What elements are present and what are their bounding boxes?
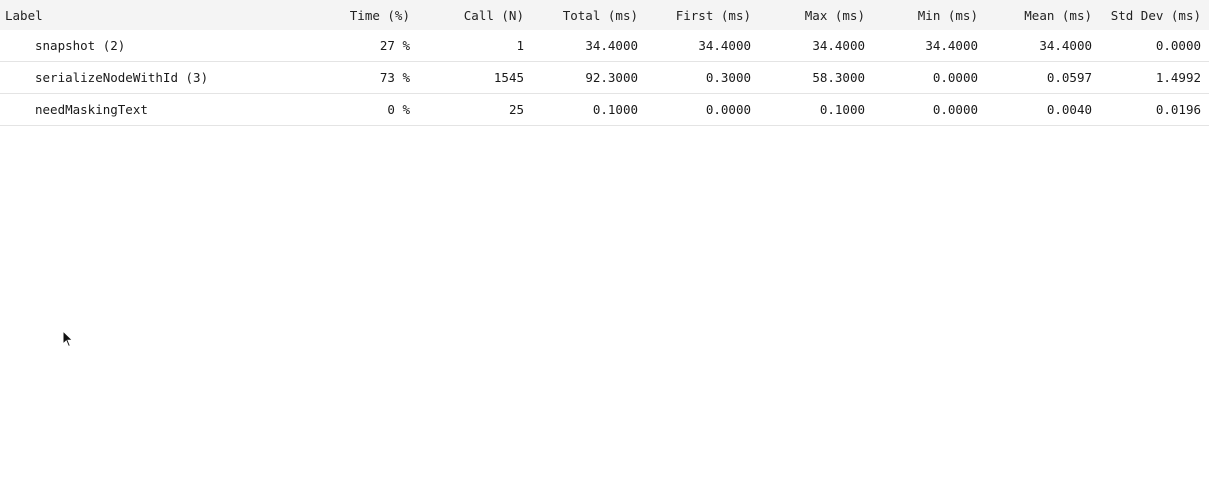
column-header-time[interactable]: Time (%) <box>349 7 410 23</box>
row-min: 0.0000 <box>932 102 978 117</box>
row-label: needMaskingText <box>35 102 148 117</box>
row-mean: 0.0597 <box>1046 70 1092 85</box>
table-header-row: Label Time (%) Call (N) Total (ms) First… <box>0 0 1209 30</box>
row-first: 0.0000 <box>705 102 751 117</box>
table-row[interactable]: needMaskingText 0 % 25 0.1000 0.0000 0.1… <box>0 94 1209 126</box>
row-max: 0.1000 <box>819 102 865 117</box>
column-header-call[interactable]: Call (N) <box>463 7 524 23</box>
row-max: 34.4000 <box>812 38 865 53</box>
column-header-first[interactable]: First (ms) <box>675 7 751 23</box>
row-call: 1 <box>516 38 524 53</box>
row-min: 34.4000 <box>925 38 978 53</box>
row-first: 34.4000 <box>698 38 751 53</box>
row-time: 73 % <box>379 70 410 85</box>
row-std-dev: 1.4992 <box>1155 70 1201 85</box>
mouse-pointer-icon <box>62 330 74 348</box>
row-call: 25 <box>508 102 524 117</box>
column-header-max[interactable]: Max (ms) <box>804 7 865 23</box>
row-max: 58.3000 <box>812 70 865 85</box>
column-header-total[interactable]: Total (ms) <box>562 7 638 23</box>
row-total: 92.3000 <box>585 70 638 85</box>
table-row[interactable]: serializeNodeWithId (3) 73 % 1545 92.300… <box>0 62 1209 94</box>
row-mean: 0.0040 <box>1046 102 1092 117</box>
profile-table: Label Time (%) Call (N) Total (ms) First… <box>0 0 1209 126</box>
row-total: 0.1000 <box>592 102 638 117</box>
row-time: 27 % <box>379 38 410 53</box>
row-call: 1545 <box>493 70 524 85</box>
table-row[interactable]: snapshot (2) 27 % 1 34.4000 34.4000 34.4… <box>0 30 1209 62</box>
column-header-min[interactable]: Min (ms) <box>917 7 978 23</box>
column-header-std-dev[interactable]: Std Dev (ms) <box>1110 7 1201 23</box>
row-std-dev: 0.0000 <box>1155 38 1201 53</box>
row-time: 0 % <box>387 102 410 117</box>
row-total: 34.4000 <box>585 38 638 53</box>
column-header-label[interactable]: Label <box>5 7 43 23</box>
row-label: serializeNodeWithId (3) <box>35 70 209 85</box>
row-mean: 34.4000 <box>1039 38 1092 53</box>
row-label: snapshot (2) <box>35 38 126 53</box>
column-header-mean[interactable]: Mean (ms) <box>1024 7 1092 23</box>
row-std-dev: 0.0196 <box>1155 102 1201 117</box>
row-min: 0.0000 <box>932 70 978 85</box>
row-first: 0.3000 <box>705 70 751 85</box>
